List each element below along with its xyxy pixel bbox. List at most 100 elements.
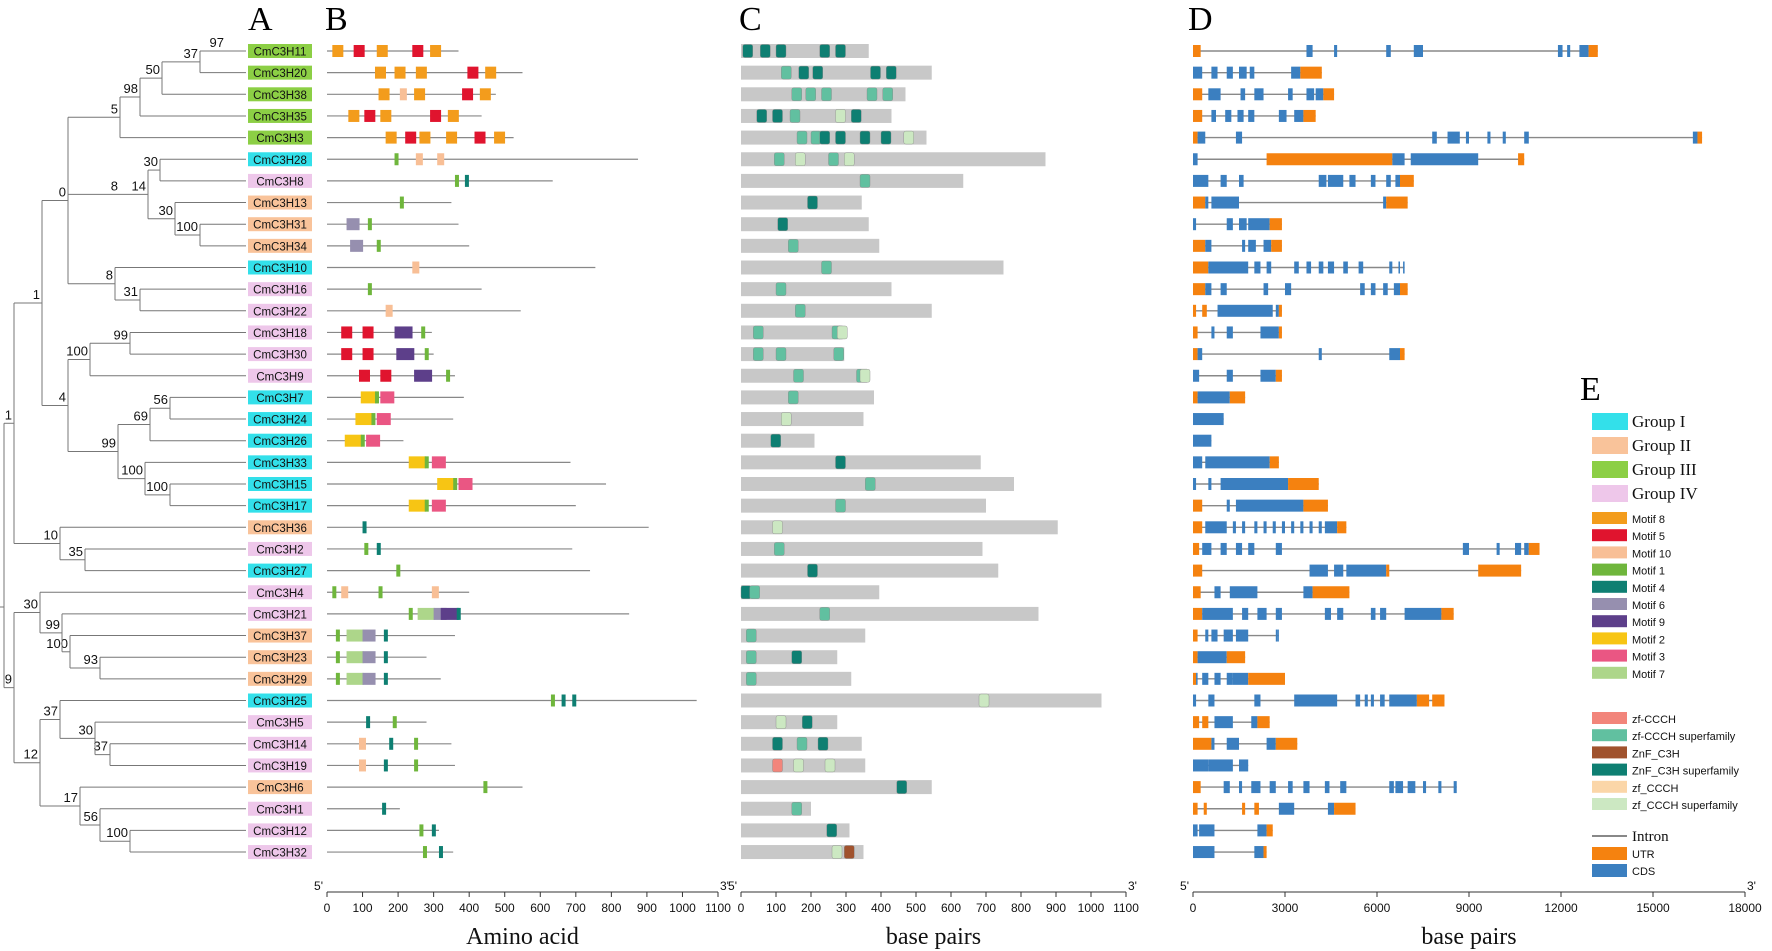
cds-block xyxy=(1349,174,1356,187)
gene-name: CmC3H37 xyxy=(253,631,307,643)
bootstrap-value: 5 xyxy=(111,101,118,116)
motif-8 xyxy=(376,45,388,57)
group-legend-label: Group II xyxy=(1632,436,1691,455)
bootstrap-value: 99 xyxy=(114,327,128,342)
motif-legend-swatch xyxy=(1592,529,1627,542)
protein-domain-bar xyxy=(741,455,981,470)
cds-block xyxy=(1432,131,1437,144)
domain-legend-label: zf-CCCH xyxy=(1632,714,1676,726)
utr-block xyxy=(1278,304,1282,317)
domain-znsf xyxy=(775,44,787,58)
motif-6 xyxy=(362,629,376,642)
cds-block xyxy=(1288,88,1293,101)
cds-block xyxy=(1211,629,1218,642)
domain-sf xyxy=(774,542,785,556)
cds-block xyxy=(1257,607,1267,620)
gene-name: CmC3H35 xyxy=(253,111,307,123)
motif-1 xyxy=(335,672,340,685)
domain-znsf xyxy=(742,44,753,58)
gene-label-box xyxy=(248,780,312,795)
domain-sf xyxy=(805,87,816,102)
cds-block xyxy=(1220,174,1227,187)
motif-4 xyxy=(383,651,388,664)
gene-name: CmC3H36 xyxy=(253,523,307,535)
cds-block xyxy=(1383,283,1388,296)
gene-name: CmC3H31 xyxy=(253,220,307,232)
domain-sf xyxy=(819,607,830,621)
gene-label-box xyxy=(248,412,312,427)
cds-block xyxy=(1226,218,1233,231)
cds-block xyxy=(1220,283,1227,296)
motif-legend-label: Motif 1 xyxy=(1632,566,1665,578)
cds-block xyxy=(1407,781,1416,794)
axis-tick-label: 18000 xyxy=(1728,901,1762,915)
cds-block xyxy=(1193,66,1203,79)
motif-1 xyxy=(454,174,459,187)
motif-legend-label: Motif 2 xyxy=(1632,634,1665,646)
motif-legend-swatch xyxy=(1592,666,1627,679)
cds-block xyxy=(1370,607,1376,620)
motif-4 xyxy=(383,629,388,642)
domain-sf xyxy=(835,498,846,513)
cds-block xyxy=(1223,629,1233,642)
domain-zfsf xyxy=(837,325,848,340)
cds-block xyxy=(1327,802,1335,815)
motif-1 xyxy=(424,499,429,512)
utr-block xyxy=(1278,326,1282,339)
domain-legend-swatch xyxy=(1592,729,1627,742)
domain-zfsf xyxy=(903,130,914,145)
gene-name: CmC3H24 xyxy=(253,415,307,427)
gene-name: CmC3H14 xyxy=(253,739,307,751)
protein-domain-bar xyxy=(741,585,880,600)
cds-block xyxy=(1389,781,1394,794)
motif-1 xyxy=(446,369,451,382)
cds-block xyxy=(1404,607,1442,620)
cds-block xyxy=(1260,326,1279,339)
axis-title: base pairs xyxy=(1421,924,1516,950)
utr-block xyxy=(1202,304,1207,317)
axis-title: base pairs xyxy=(886,924,981,950)
domain-zfsf xyxy=(844,152,855,166)
cds-block xyxy=(1380,694,1385,707)
cds-block xyxy=(1193,824,1198,837)
motif-2 xyxy=(437,478,455,490)
domain-znsf xyxy=(886,65,897,80)
group-legend-label: Group III xyxy=(1632,460,1697,479)
motif-10 xyxy=(437,153,445,166)
axis-tick-label: 700 xyxy=(566,901,586,915)
protein-domain-bar xyxy=(741,282,892,297)
cds-block xyxy=(1275,304,1279,317)
panel-label-b: B xyxy=(325,1,348,38)
protein-domain-bar xyxy=(741,303,932,318)
gene-name: CmC3H10 xyxy=(253,263,307,275)
motif-3 xyxy=(376,413,391,426)
gene-name: CmC3H26 xyxy=(253,436,307,448)
domain-sf xyxy=(753,347,764,361)
domain-znsf xyxy=(791,650,802,664)
motif-5 xyxy=(353,45,365,57)
protein-domain-bar xyxy=(741,715,838,730)
bootstrap-value: 4 xyxy=(59,390,66,405)
axis-3prime: 3' xyxy=(1128,879,1137,893)
motif-legend-swatch xyxy=(1592,649,1627,662)
cds-block xyxy=(1277,629,1279,642)
gene-label-box xyxy=(248,758,312,773)
bootstrap-value: 30 xyxy=(79,722,93,737)
cds-block xyxy=(1208,694,1215,707)
gene-name: CmC3H22 xyxy=(253,306,307,318)
cds-block xyxy=(1383,196,1387,209)
cds-block xyxy=(1239,174,1244,187)
utr-block xyxy=(1193,45,1201,57)
motif-legend-label: Motif 7 xyxy=(1632,669,1665,681)
domain-sf xyxy=(796,130,808,145)
cds-block xyxy=(1567,45,1571,57)
bootstrap-value: 14 xyxy=(132,178,146,193)
motif-9 xyxy=(394,326,413,339)
cds-block xyxy=(1306,45,1313,57)
utr-block xyxy=(1193,304,1197,317)
axis-tick-label: 1000 xyxy=(669,901,696,915)
gene-name: CmC3H20 xyxy=(253,68,307,80)
axis-tick-label: 900 xyxy=(1046,901,1066,915)
utr-block xyxy=(1203,802,1207,815)
cds-block xyxy=(1254,261,1261,274)
